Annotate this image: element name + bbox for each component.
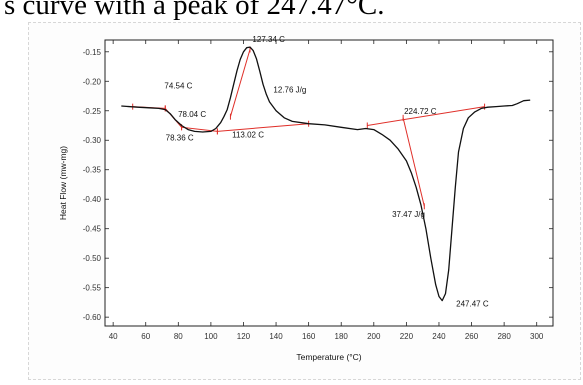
y-tick-label: -0.60 xyxy=(83,313,102,322)
x-tick-label: 280 xyxy=(497,332,511,341)
x-axis-tick-labels: 40 60 80 100 120 140 160 180 200 220 240 260 280 300 xyxy=(109,332,544,341)
plot-area xyxy=(104,39,554,327)
heat-flow-curves xyxy=(121,46,531,302)
annotation-label: 224.72 C xyxy=(404,107,437,116)
x-tick-label: 180 xyxy=(335,332,349,341)
construction-line xyxy=(217,123,309,132)
y-tick-label: -0.15 xyxy=(83,48,102,57)
annotation-label: 78.36 C xyxy=(166,134,194,143)
annotation-label: 12.76 J/g xyxy=(273,85,306,94)
annotation-label: 74.54 C xyxy=(164,82,192,91)
x-tick-label: 200 xyxy=(367,332,381,341)
x-tick-label: 240 xyxy=(432,332,446,341)
x-tick-label: 120 xyxy=(237,332,251,341)
x-axis-title: Temperature (°C) xyxy=(296,352,361,362)
y-tick-label: -0.45 xyxy=(83,225,102,234)
y-tick-label: -0.20 xyxy=(83,77,102,86)
annotation-label: 113.02 C xyxy=(232,130,264,139)
axis-ticks xyxy=(105,40,553,326)
y-tick-label: -0.30 xyxy=(83,136,102,145)
x-tick-label: 100 xyxy=(204,332,218,341)
heat-flow-curve xyxy=(121,46,531,302)
x-tick-label: 220 xyxy=(400,332,414,341)
x-tick-label: 260 xyxy=(465,332,479,341)
x-tick-label: 60 xyxy=(141,332,150,341)
construction-line xyxy=(402,117,425,207)
x-tick-label: 80 xyxy=(174,332,183,341)
x-tick-label: 140 xyxy=(269,332,283,341)
y-axis-tick-labels: -0.15 -0.20 -0.25 -0.30 -0.35 -0.40 -0.45 -0.50… xyxy=(83,48,102,322)
x-tick-label: 160 xyxy=(302,332,316,341)
y-tick-label: -0.25 xyxy=(83,107,102,116)
x-tick-label: 300 xyxy=(530,332,544,341)
annotation-label: 127.34 C xyxy=(252,35,285,44)
caption-text: s curve with a peak of 247.47°C. xyxy=(4,0,385,21)
annotation-label: 78.04 C xyxy=(178,110,206,119)
y-tick-label: -0.35 xyxy=(83,166,102,175)
annotation-label: 247.47 C xyxy=(456,299,489,308)
construction-line xyxy=(229,49,251,117)
x-tick-label: 40 xyxy=(109,332,118,341)
y-axis-title: Heat Flow (mw-mg) xyxy=(58,146,68,220)
y-tick-label: -0.50 xyxy=(83,254,102,263)
y-tick-label: -0.40 xyxy=(83,195,102,204)
annotation-label: 37.47 J/g xyxy=(392,210,425,219)
y-tick-label: -0.55 xyxy=(83,284,102,293)
construction-line xyxy=(367,106,485,126)
peak-annotations: 74.54 C 78.04 C 78.36 C 113.02 C 127.34 C 12.… xyxy=(164,35,488,308)
annotation-construction-lines xyxy=(132,46,486,210)
